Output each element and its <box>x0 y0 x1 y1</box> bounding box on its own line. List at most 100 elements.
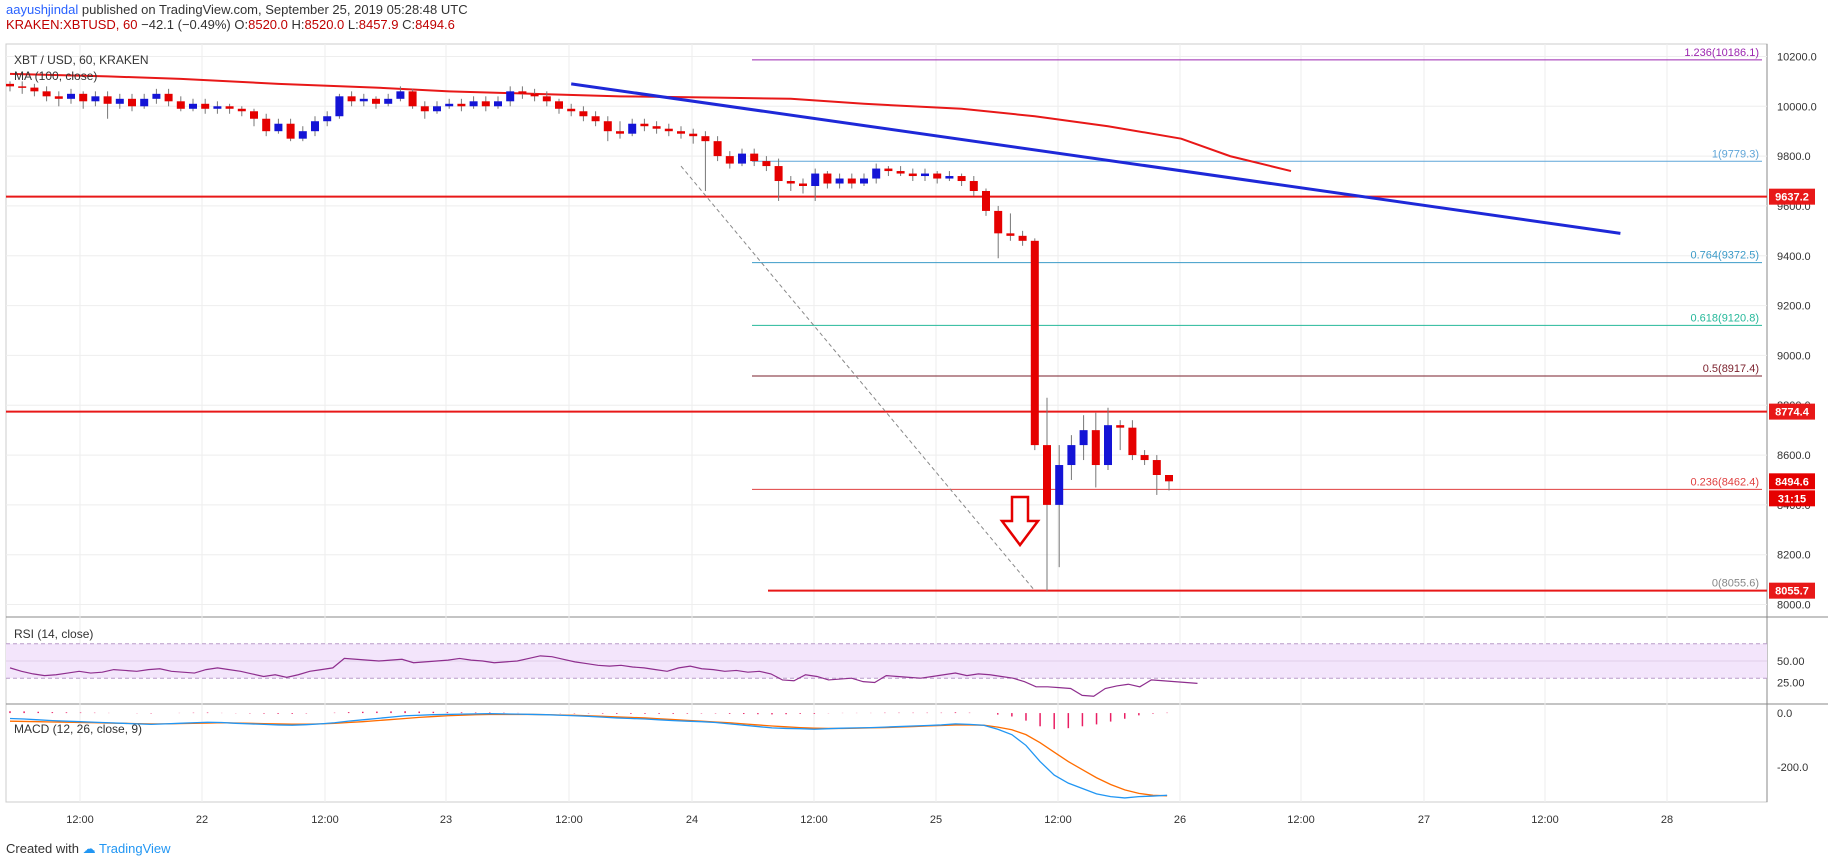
published-info: published on TradingView.com, September … <box>81 2 468 17</box>
x-tick-label: 23 <box>440 814 452 826</box>
candle-body <box>762 161 771 167</box>
open-value: 8520.0 <box>248 17 288 32</box>
candle-body <box>860 178 868 184</box>
level-price-label: 9637.2 <box>1775 192 1809 204</box>
candle-body <box>1104 425 1112 466</box>
candle-body <box>323 116 332 122</box>
high-value: 8520.0 <box>304 17 345 32</box>
created-with-label: Created with <box>6 841 79 856</box>
candle-body <box>445 103 454 107</box>
candle-body <box>530 93 539 97</box>
candle-body <box>957 176 966 182</box>
rsi-line <box>9 655 1198 697</box>
x-tick-label: 12:00 <box>800 814 828 826</box>
candle-body <box>786 181 795 184</box>
change-value: −42.1 (−0.49%) <box>141 17 231 32</box>
fib-level-label: 1.236(10186.1) <box>1684 47 1759 59</box>
candle-body <box>1006 233 1015 236</box>
candle-body <box>579 111 588 117</box>
candle-body <box>811 173 820 187</box>
y-tick-label: 9400.0 <box>1777 251 1811 263</box>
x-tick-label: 28 <box>1661 814 1673 826</box>
candle-body <box>1030 240 1039 446</box>
candle-body <box>1116 425 1125 428</box>
tradingview-link[interactable]: TradingView <box>99 841 171 856</box>
candle-body <box>433 106 441 112</box>
current-price-label: 8494.6 <box>1775 476 1809 488</box>
y-tick-label: 10000.0 <box>1777 101 1817 113</box>
countdown-label: 31:15 <box>1778 493 1806 505</box>
level-price-badge <box>1769 188 1815 205</box>
candle-body <box>103 96 112 104</box>
rsi-y-tick-label: 50.00 <box>1777 656 1805 668</box>
candle-body <box>457 103 466 107</box>
candle-body <box>396 91 405 99</box>
candle-body <box>774 166 783 182</box>
x-tick-label: 12:00 <box>1531 814 1559 826</box>
candle-body <box>335 96 344 117</box>
candle-body <box>408 91 417 107</box>
low-label: L: <box>347 17 359 32</box>
author-link[interactable]: aayushjindal <box>6 2 79 17</box>
candle-body <box>384 98 393 104</box>
swing-dashed-line <box>680 165 1036 592</box>
level-price-label: 8774.4 <box>1775 407 1810 419</box>
candle-body <box>30 87 39 92</box>
candle-body <box>591 116 600 122</box>
candle-body <box>1079 430 1088 446</box>
x-tick-label: 26 <box>1174 814 1186 826</box>
candle-body <box>908 173 917 177</box>
candle-body <box>738 153 746 164</box>
macd-pane-title: MACD (12, 26, close, 9) <box>14 722 142 736</box>
ma-indicator-label: MA (100, close) <box>14 69 97 83</box>
macd-y-tick-label: -200.0 <box>1777 762 1808 774</box>
countdown-badge <box>1769 490 1815 507</box>
low-value: 8457.9 <box>358 17 399 32</box>
candle-body <box>1091 430 1100 466</box>
y-tick-label: 8000.0 <box>1777 600 1811 612</box>
macd-y-tick-label: 0.0 <box>1777 708 1792 720</box>
x-tick-label: 24 <box>686 814 698 826</box>
candle-body <box>91 96 100 102</box>
candle-body <box>750 153 759 162</box>
candle-body <box>677 131 685 134</box>
candle-body <box>542 96 551 102</box>
candle-body <box>237 108 246 112</box>
x-tick-label: 12:00 <box>311 814 339 826</box>
close-value: 8494.6 <box>415 17 455 32</box>
x-tick-label: 12:00 <box>1044 814 1072 826</box>
candle-body <box>616 131 624 134</box>
candle-body <box>555 101 563 109</box>
candle-body <box>225 106 234 109</box>
candle-body <box>1018 235 1027 241</box>
candle-body <box>823 173 832 184</box>
candle-body <box>54 96 63 99</box>
candle-body <box>628 123 637 134</box>
support-price-badge <box>1769 582 1815 599</box>
x-tick-label: 12:00 <box>555 814 583 826</box>
support-price-label: 8055.7 <box>1775 586 1809 598</box>
candle-body <box>359 98 368 102</box>
chart-header: aayushjindal published on TradingView.co… <box>6 2 468 32</box>
candle-body <box>872 168 881 179</box>
candle-body <box>115 98 124 104</box>
candle-body <box>518 91 527 94</box>
candle-body <box>494 101 502 107</box>
candle-body <box>1067 445 1076 466</box>
candle-body <box>921 173 929 177</box>
candle-body <box>652 126 661 129</box>
chart-frame <box>5 43 1768 803</box>
candle-body <box>982 190 990 211</box>
macd-line <box>9 712 1168 799</box>
candle-body <box>1140 455 1149 461</box>
symbol-info: KRAKEN:XBTUSD, 60 <box>6 17 138 32</box>
candle-body <box>311 121 319 132</box>
candle-body <box>933 173 942 179</box>
candle-body <box>152 93 161 99</box>
candle-body <box>1152 460 1161 475</box>
candle-body <box>1128 427 1137 456</box>
candle-body <box>994 210 1003 234</box>
candle-body <box>896 171 905 174</box>
y-tick-label: 10200.0 <box>1777 51 1817 63</box>
